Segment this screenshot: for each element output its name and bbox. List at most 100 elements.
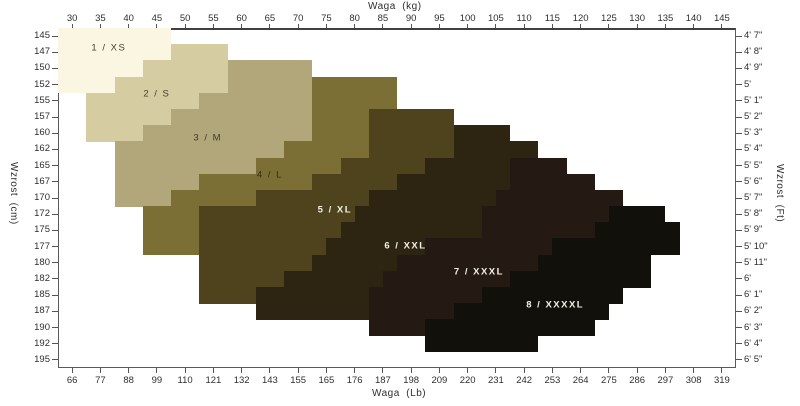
right-tick-label: 6' 4" — [744, 337, 763, 349]
left-tick — [52, 343, 58, 345]
left-tick-label: 195 — [34, 353, 50, 365]
left-tick-label: 150 — [34, 62, 50, 74]
bottom-tick — [212, 368, 214, 373]
top-tick-label: 55 — [208, 13, 219, 24]
bottom-tick — [495, 368, 497, 373]
right-tick-label: 5' 8" — [744, 208, 763, 220]
top-tick — [664, 24, 666, 28]
bottom-tick-label: 319 — [713, 375, 730, 386]
x-axis-title-bottom: Waga (Lb) — [372, 388, 427, 399]
size-band-cell-1 — [58, 44, 171, 61]
top-tick — [467, 24, 469, 28]
left-tick-label: 180 — [34, 256, 50, 268]
bottom-tick — [523, 368, 525, 373]
size-band-cell-7 — [510, 173, 595, 191]
right-tick-label: 6' — [744, 272, 752, 284]
bottom-tick — [693, 368, 695, 373]
bottom-tick — [721, 368, 723, 373]
size-band-cell-8 — [552, 238, 680, 256]
bottom-tick-label: 209 — [431, 375, 448, 386]
size-band-cell-6 — [255, 287, 369, 304]
size-label-7: 7 / XXXL — [453, 266, 504, 278]
left-tick — [52, 246, 58, 248]
size-band-cell-8 — [594, 222, 680, 239]
bottom-tick-label: 155 — [290, 375, 307, 386]
left-tick-label: 157 — [34, 111, 50, 123]
bottom-tick-label: 132 — [233, 375, 250, 386]
left-tick — [52, 310, 58, 312]
bottom-tick — [128, 368, 130, 373]
left-tick-label: 185 — [34, 289, 50, 301]
left-tick-label: 147 — [34, 46, 50, 58]
top-tick — [523, 24, 525, 28]
right-tick — [736, 181, 742, 183]
size-band-cell-3 — [114, 141, 284, 159]
bottom-tick-label: 198 — [403, 375, 420, 386]
size-band-cell-7 — [481, 222, 595, 239]
size-band-cell-3 — [114, 157, 256, 175]
top-tick-label: 90 — [405, 13, 417, 24]
right-tick — [736, 327, 742, 329]
bottom-tick — [438, 368, 440, 373]
top-tick-label: 130 — [629, 13, 646, 24]
size-band-cell-1 — [58, 28, 171, 45]
size-band-cell-5 — [199, 254, 313, 272]
right-tick-label: 5' 4" — [744, 143, 763, 155]
top-tick-label: 110 — [516, 13, 532, 24]
right-tick — [736, 165, 742, 167]
size-band-cell-7 — [510, 157, 567, 175]
size-band-cell-7 — [481, 206, 609, 223]
right-tick-label: 5' 10" — [744, 240, 768, 252]
size-label-3: 3 / M — [193, 132, 223, 144]
top-tick-label: 45 — [151, 13, 163, 24]
plot-area — [58, 28, 736, 368]
size-band-cell-3 — [142, 125, 313, 142]
left-tick-label: 152 — [34, 78, 50, 90]
size-band-cell-2 — [171, 44, 228, 61]
size-band-cell-7 — [368, 287, 482, 304]
size-band-cell-3 — [199, 92, 313, 110]
right-tick-label: 5' — [744, 78, 752, 90]
size-band-cell-5 — [199, 222, 341, 239]
bottom-tick — [410, 368, 412, 373]
bottom-tick — [325, 368, 327, 373]
right-tick — [736, 213, 742, 215]
top-tick-label: 75 — [321, 13, 332, 24]
size-band-cell-3 — [227, 76, 313, 94]
size-band-cell-4 — [284, 141, 369, 159]
right-tick-label: 5' 6" — [744, 175, 763, 187]
bottom-tick — [354, 368, 356, 373]
bottom-tick — [241, 368, 243, 373]
right-tick — [736, 262, 742, 264]
size-band-cell-3 — [171, 108, 313, 126]
bottom-tick — [269, 368, 271, 373]
size-band-cell-3 — [227, 60, 313, 78]
left-tick — [52, 181, 58, 183]
right-tick — [736, 343, 742, 345]
bottom-tick — [382, 368, 384, 373]
right-tick — [736, 229, 742, 231]
size-band-cell-6 — [368, 189, 496, 207]
size-label-6: 6 / XXL — [384, 240, 427, 252]
top-tick — [410, 24, 412, 28]
top-tick-label: 115 — [544, 13, 560, 24]
left-tick — [52, 197, 58, 199]
size-band-cell-3 — [114, 189, 171, 207]
top-tick — [438, 24, 440, 28]
bottom-tick-label: 231 — [487, 375, 504, 386]
left-tick — [52, 132, 58, 134]
left-tick — [52, 278, 58, 280]
bottom-tick-label: 143 — [261, 375, 278, 386]
left-tick — [52, 165, 58, 167]
size-band-cell-8 — [608, 206, 666, 223]
right-tick-label: 5' 5" — [744, 159, 763, 171]
right-tick — [736, 132, 742, 134]
size-band-cell-6 — [255, 303, 369, 320]
top-tick-label: 140 — [685, 13, 702, 24]
size-band-cell-1 — [58, 60, 143, 78]
right-tick — [736, 359, 742, 361]
top-tick-label: 70 — [292, 13, 304, 24]
left-tick-label: 175 — [34, 224, 50, 236]
size-band-cell-4 — [142, 206, 200, 223]
